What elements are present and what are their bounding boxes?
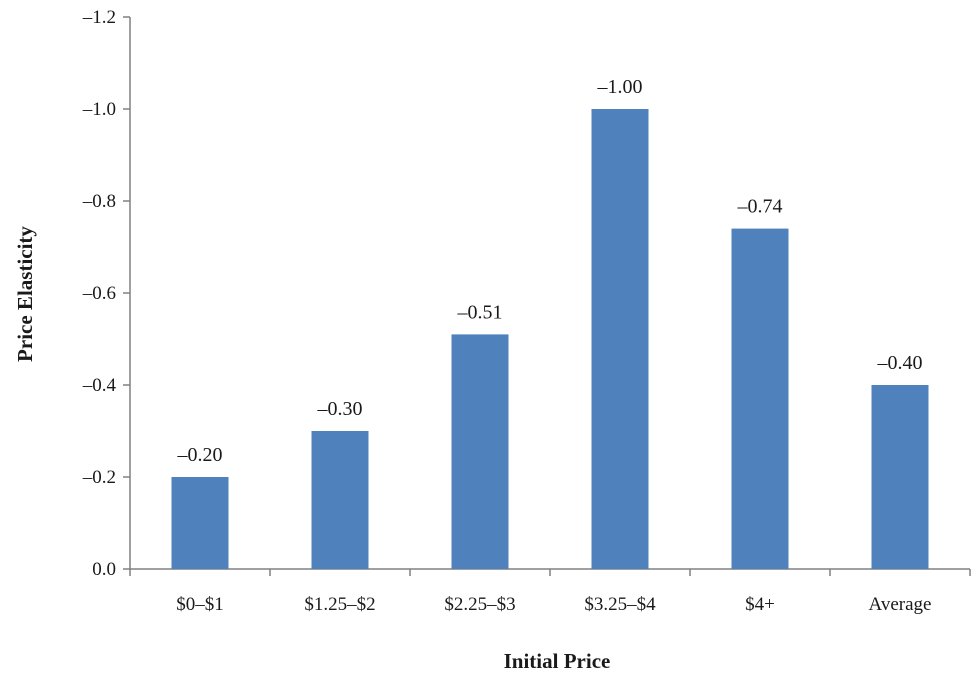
bar [171,477,229,569]
y-axis-title: Price Elasticity [13,226,37,362]
data-label: –1.00 [597,76,643,98]
bar [731,228,789,569]
y-tick-label: –1.0 [82,99,116,120]
x-tick-label: $1.25–$2 [304,594,375,615]
y-tick-label: 0.0 [92,559,116,580]
plot-area: 0.0 –0.2 –0.4 –0.6 –0.8 –1.0 –1.2 –0.20 $0–$1 –0.… [82,7,971,615]
x-tick-label: $2.25–$3 [444,594,515,615]
data-label: –0.20 [177,444,223,466]
x-tick-label: Average [869,594,932,615]
y-tick-label: –0.6 [82,283,116,304]
y-tick-label: –0.2 [82,467,116,488]
bar [871,385,929,569]
x-tick-label: $3.25–$4 [584,594,656,615]
x-axis-title: Initial Price [504,649,611,673]
bar [311,431,369,569]
y-tick-label: –1.2 [82,7,116,28]
x-tick-label: $0–$1 [176,594,224,615]
y-tick-label: –0.8 [82,191,116,212]
bar [451,334,509,569]
data-label: –0.40 [877,352,923,374]
x-tick-label: $4+ [745,594,775,615]
bar [591,109,649,569]
data-label: –0.30 [317,398,363,420]
data-label: –0.74 [737,196,783,218]
data-label: –0.51 [457,301,503,323]
y-tick-label: –0.4 [82,375,117,396]
